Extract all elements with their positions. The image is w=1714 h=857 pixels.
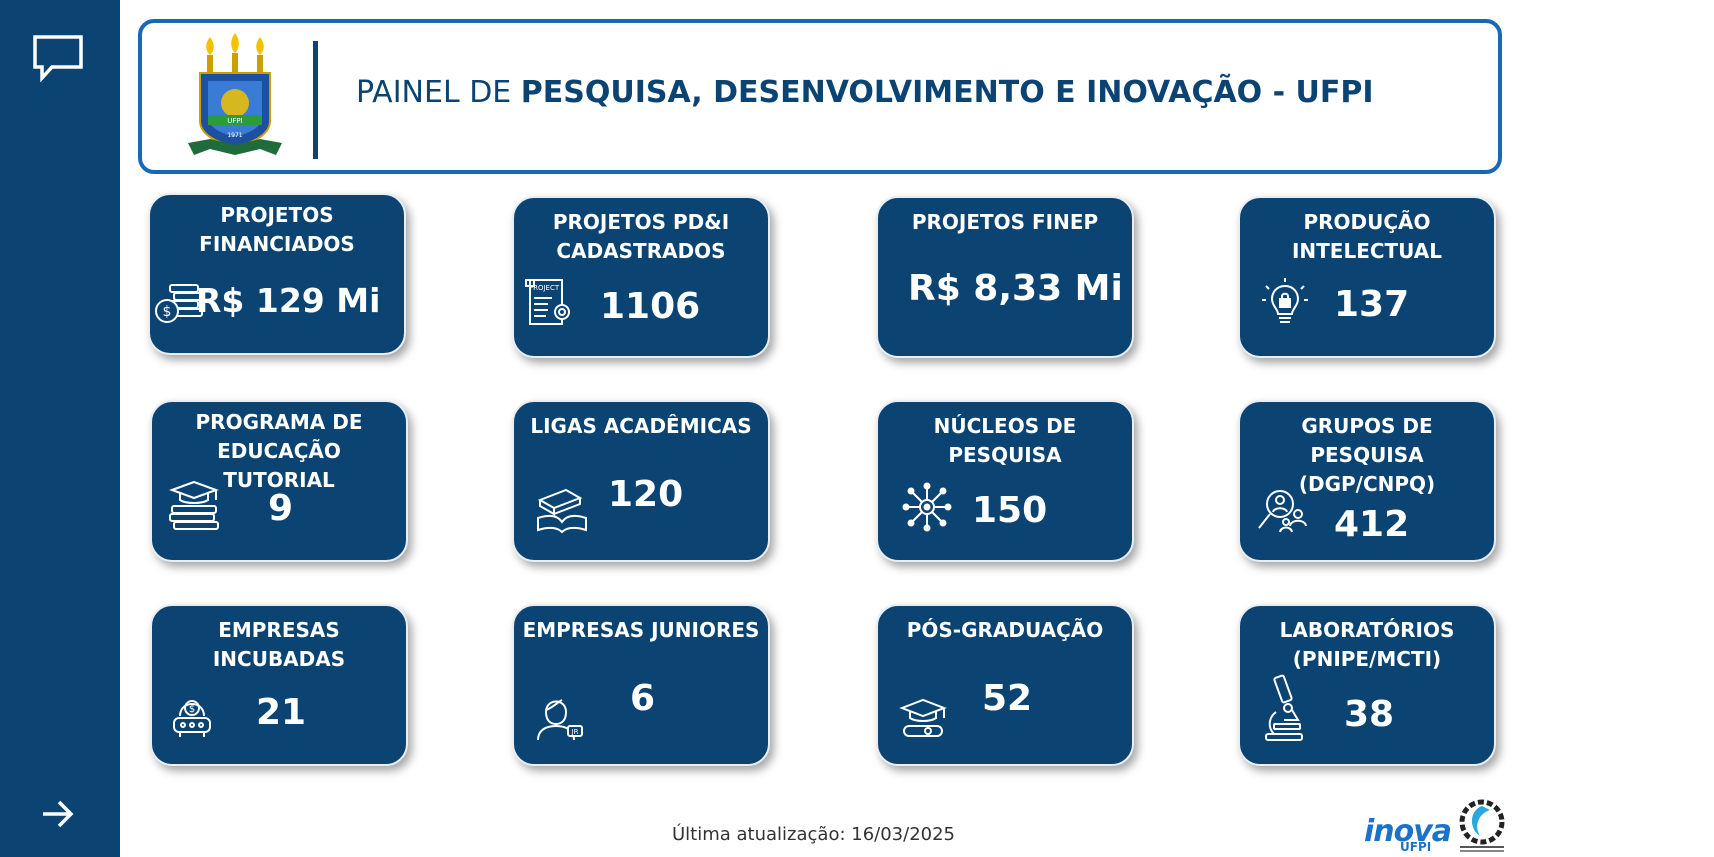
card-nucleos-pesquisa[interactable]: NÚCLEOS DE PESQUISA 150 bbox=[876, 400, 1134, 562]
svg-text:PROJECT: PROJECT bbox=[529, 284, 560, 292]
graduation-books-icon bbox=[169, 480, 219, 530]
svg-text:$: $ bbox=[189, 704, 195, 715]
card-value: 21 bbox=[256, 692, 307, 733]
svg-text:JR: JR bbox=[571, 728, 579, 736]
card-value: R$ 8,33 Mi bbox=[908, 268, 1123, 309]
page-title-bold: PESQUISA, DESENVOLVIMENTO E INOVAÇÃO - U… bbox=[520, 75, 1374, 110]
last-update-text: Última atualização: 16/03/2025 bbox=[672, 824, 955, 845]
project-document-icon: PROJECT bbox=[525, 279, 570, 325]
card-title: PÓS-GRADUAÇÃO bbox=[906, 618, 1104, 642]
card-ligas-academicas[interactable]: LIGAS ACADÊMICAS 120 bbox=[512, 400, 770, 562]
incubator-icon: $ bbox=[173, 700, 211, 737]
next-page-button[interactable] bbox=[28, 786, 88, 842]
card-title: LABORATÓRIOS (PNIPE/MCTI) bbox=[1279, 618, 1455, 671]
card-projetos-financiados[interactable]: PROJETOS FINANCIADOS $ R$ 129 Mi bbox=[148, 193, 406, 355]
comment-icon bbox=[33, 35, 83, 82]
card-grupos-pesquisa[interactable]: GRUPOS DE PESQUISA (DGP/CNPQ) 412 bbox=[1238, 400, 1496, 562]
card-value: 1106 bbox=[600, 286, 701, 327]
lightbulb-lock-icon bbox=[1262, 278, 1308, 323]
microscope-icon bbox=[1265, 674, 1303, 741]
card-title: PROJETOS FINANCIADOS bbox=[199, 203, 355, 256]
inova-logo: inova bbox=[1364, 814, 1452, 849]
money-stack-icon: $ bbox=[155, 284, 203, 323]
card-title: NÚCLEOS DE PESQUISA bbox=[933, 414, 1077, 467]
card-value: 412 bbox=[1334, 504, 1410, 545]
card-pos-graduacao[interactable]: PÓS-GRADUAÇÃO 52 bbox=[876, 604, 1134, 766]
card-title: PROJETOS PD&I CADASTRADOS bbox=[552, 210, 730, 263]
card-producao-intelectual[interactable]: PRODUÇÃO INTELECTUAL 137 bbox=[1238, 196, 1496, 358]
card-value: R$ 129 Mi bbox=[196, 281, 381, 320]
card-title: LIGAS ACADÊMICAS bbox=[530, 414, 752, 438]
svg-text:$: $ bbox=[163, 304, 172, 320]
inova-logo-sub: UFPI bbox=[1400, 840, 1432, 854]
card-pet[interactable]: PROGRAMA DE EDUCAÇÃO TUTORIAL 9 bbox=[150, 400, 408, 562]
partner-emblem-icon bbox=[1459, 799, 1505, 852]
graduation-cap-icon bbox=[899, 698, 947, 737]
card-value: 150 bbox=[972, 490, 1048, 531]
network-hub-icon bbox=[902, 482, 952, 532]
card-title: PROJETOS FINEP bbox=[911, 210, 1099, 234]
card-projetos-finep[interactable]: PROJETOS FINEP R$ 8,33 Mi bbox=[876, 196, 1134, 358]
junior-person-icon: JR bbox=[537, 699, 583, 741]
partner-logos: inova UFPI bbox=[1364, 796, 1514, 854]
page-title-regular: PAINEL DE bbox=[356, 75, 521, 110]
books-icon bbox=[537, 488, 587, 534]
card-title: PRODUÇÃO INTELECTUAL bbox=[1291, 210, 1443, 263]
sidebar bbox=[0, 0, 120, 857]
card-title: GRUPOS DE PESQUISA (DGP/CNPQ) bbox=[1298, 414, 1436, 496]
header-banner: UFPI 1971 PAINEL DE PESQUISA, DESENVOLVI… bbox=[138, 19, 1502, 174]
card-title: EMPRESAS JUNIORES bbox=[522, 618, 760, 642]
card-value: 9 bbox=[268, 488, 294, 529]
search-group-icon bbox=[1258, 490, 1307, 533]
card-value: 137 bbox=[1334, 284, 1410, 325]
card-title: PROGRAMA DE EDUCAÇÃO TUTORIAL bbox=[195, 410, 363, 492]
ufpi-logo: UFPI 1971 bbox=[188, 33, 282, 155]
card-value: 38 bbox=[1344, 694, 1395, 735]
svg-text:1971: 1971 bbox=[227, 132, 242, 139]
svg-text:UFPI: UFPI bbox=[227, 117, 242, 125]
page-title: PAINEL DE PESQUISA, DESENVOLVIMENTO E IN… bbox=[356, 75, 1374, 110]
card-title: EMPRESAS INCUBADAS bbox=[212, 618, 346, 671]
card-laboratorios[interactable]: LABORATÓRIOS (PNIPE/MCTI) 38 bbox=[1238, 604, 1496, 766]
card-empresas-incubadas[interactable]: EMPRESAS INCUBADAS $ 21 bbox=[150, 604, 408, 766]
card-projetos-pdi[interactable]: PROJETOS PD&I CADASTRADOS PROJECT 1106 bbox=[512, 196, 770, 358]
comment-button[interactable] bbox=[28, 30, 88, 86]
arrow-right-icon bbox=[43, 800, 74, 828]
card-empresas-juniores[interactable]: EMPRESAS JUNIORES JR 6 bbox=[512, 604, 770, 766]
header-divider bbox=[313, 41, 318, 159]
card-value: 6 bbox=[630, 678, 656, 719]
card-value: 52 bbox=[982, 678, 1033, 719]
card-value: 120 bbox=[608, 474, 684, 515]
